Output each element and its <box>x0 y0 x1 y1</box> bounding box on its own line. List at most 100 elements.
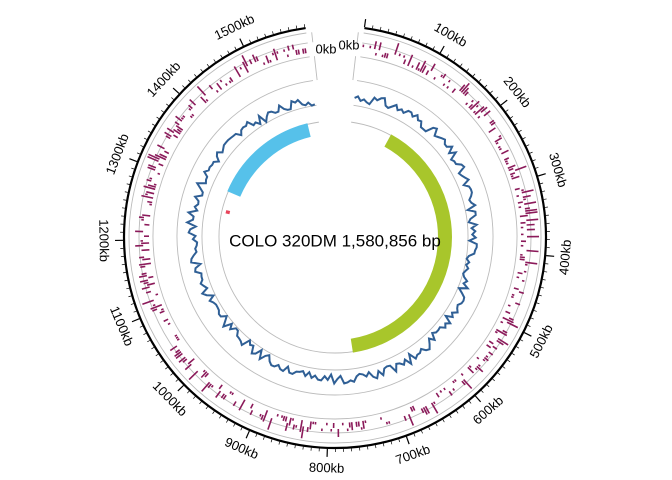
bar-mark <box>189 115 193 119</box>
bar-mark <box>521 279 525 282</box>
minor-tick <box>165 103 169 106</box>
minor-tick <box>375 445 377 449</box>
bar-mark <box>300 426 305 439</box>
minor-tick <box>460 63 463 67</box>
bar-mark <box>188 104 193 110</box>
minor-tick <box>387 28 390 32</box>
bar-mark <box>141 286 150 290</box>
bar-mark <box>265 55 270 64</box>
bar-mark <box>502 329 508 334</box>
bar-mark <box>155 293 159 296</box>
bar-mark <box>505 162 509 165</box>
bar-mark <box>515 302 521 306</box>
minor-tick <box>382 443 385 447</box>
bar-mark <box>514 165 527 172</box>
minor-tick <box>468 400 472 404</box>
guide-ring-3 <box>152 56 518 420</box>
minor-tick <box>187 390 190 394</box>
minor-tick <box>171 97 174 100</box>
minor-tick <box>421 430 423 434</box>
bar-mark <box>394 42 400 55</box>
bar-mark <box>492 345 498 350</box>
bar-mark <box>510 175 514 178</box>
bar-mark <box>489 119 495 124</box>
bar-mark <box>280 415 284 419</box>
bar-mark <box>525 261 538 265</box>
bar-mark <box>146 178 152 182</box>
bar-mark <box>486 344 492 349</box>
minor-tick <box>123 199 127 201</box>
bar-mark <box>465 102 469 106</box>
minor-tick <box>518 129 522 133</box>
bar-mark <box>163 318 169 323</box>
minor-tick <box>233 423 236 427</box>
bar-mark <box>433 76 436 80</box>
bar-mark <box>160 308 164 311</box>
tick-marks <box>115 19 555 457</box>
minor-tick <box>481 390 484 393</box>
bar-mark <box>147 155 159 163</box>
bar-mark <box>461 380 466 386</box>
bar-mark <box>453 379 457 382</box>
bar-mark <box>228 80 232 84</box>
bar-mark <box>175 124 184 131</box>
minor-tick <box>495 96 499 100</box>
bar-mark <box>494 137 503 143</box>
minor-tick <box>538 294 542 297</box>
bar-mark <box>149 177 153 180</box>
minor-tick <box>140 145 144 148</box>
segment-blue <box>227 123 311 197</box>
minor-tick <box>507 359 511 363</box>
bar-mark <box>524 201 537 205</box>
bar-mark <box>295 49 298 56</box>
bar-mark <box>523 198 526 201</box>
minor-tick <box>200 68 203 72</box>
bar-mark <box>152 303 156 307</box>
minor-tick <box>155 353 159 357</box>
bar-mark <box>233 66 242 78</box>
minor-tick <box>511 353 515 356</box>
bar-mark <box>477 364 481 367</box>
minor-tick <box>213 59 216 63</box>
bar-mark <box>521 189 524 192</box>
bar-mark <box>469 100 480 111</box>
tick-label: 1500kb <box>212 11 257 43</box>
bar-mark <box>142 258 151 261</box>
minor-tick <box>533 310 537 312</box>
minor-tick <box>490 90 493 94</box>
ideogram-ring <box>122 26 548 450</box>
minor-tick <box>505 109 509 112</box>
major-tick <box>172 87 180 94</box>
minor-tick <box>124 279 128 282</box>
minor-tick <box>147 340 151 343</box>
bar-mark <box>504 160 508 163</box>
bar-mark <box>288 417 292 426</box>
coverage-line-track <box>184 95 479 386</box>
minor-tick <box>295 25 298 29</box>
minor-tick <box>175 379 179 382</box>
bar-mark <box>442 73 447 79</box>
minor-tick <box>542 279 546 281</box>
bar-mark <box>159 153 168 159</box>
bar-mark <box>442 83 446 87</box>
minor-tick <box>428 427 431 431</box>
minor-tick <box>278 441 281 445</box>
bar-mark <box>507 164 516 170</box>
minor-tick <box>425 42 428 46</box>
bar-mark <box>139 256 145 259</box>
bar-mark <box>451 88 457 94</box>
minor-tick <box>165 366 168 370</box>
bar-mark <box>292 418 295 421</box>
bar-mark <box>468 103 474 109</box>
track-end-1-0 <box>352 56 357 81</box>
bar-mark <box>475 104 479 108</box>
bar-mark <box>419 60 427 72</box>
bar-mark <box>460 373 464 376</box>
bar-mark <box>224 83 228 86</box>
major-tick <box>131 318 140 323</box>
bar-mark <box>402 59 407 65</box>
bar-mark <box>216 82 223 90</box>
bar-mark <box>292 424 296 430</box>
minor-tick <box>143 332 147 335</box>
bar-mark <box>219 79 223 83</box>
